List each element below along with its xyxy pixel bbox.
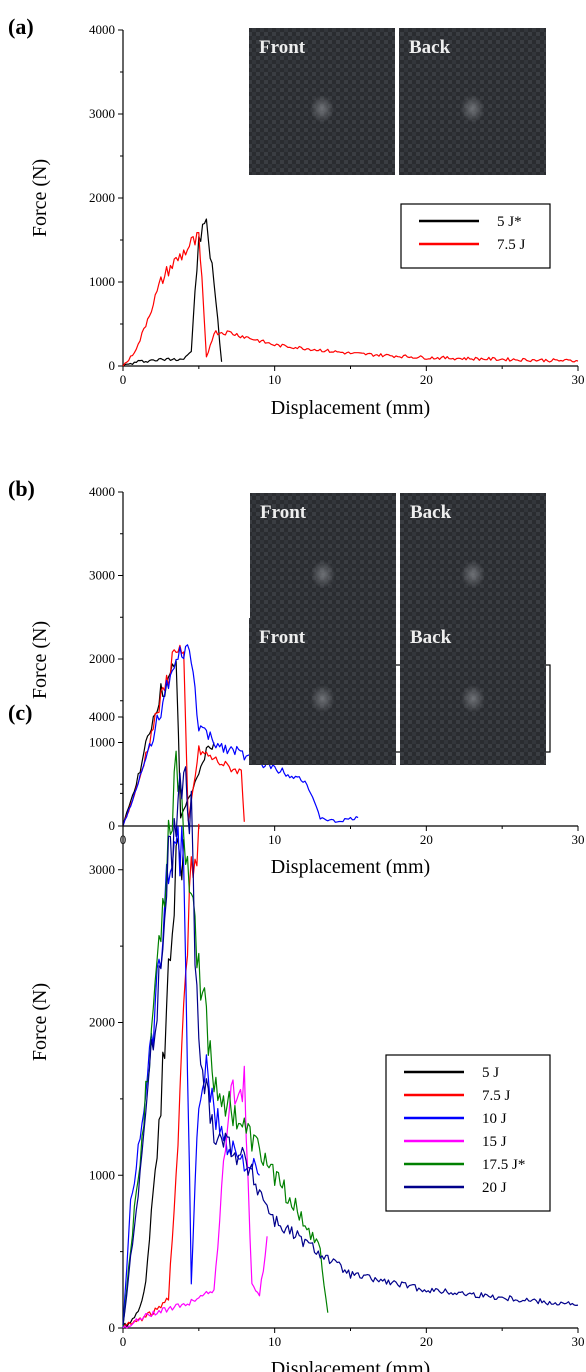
y-tick-label: 4000 (89, 22, 115, 37)
x-axis-title: Displacement (mm) (271, 397, 430, 419)
legend-label: 17.5 J* (482, 1157, 525, 1173)
y-tick-label: 3000 (89, 106, 115, 121)
series-line-4 (122, 1065, 268, 1329)
impact-damage-mark (310, 94, 334, 123)
y-tick-label: 1000 (89, 274, 115, 289)
y-tick-label: 0 (109, 1320, 116, 1335)
back-photo: Back (400, 493, 546, 641)
panel-label: (b) (8, 476, 35, 501)
series-line-6 (122, 766, 579, 1326)
x-tick-label: 30 (572, 372, 585, 387)
legend-box (400, 203, 551, 269)
series-line-1 (122, 218, 223, 367)
front-photo: Front (250, 493, 396, 641)
x-axis-title: Displacement (mm) (271, 1358, 430, 1372)
series-line-2 (122, 644, 245, 827)
back-label: Back (409, 37, 451, 58)
y-tick-label: 4000 (89, 484, 115, 499)
x-tick-label: 30 (572, 832, 585, 847)
legend-label: 5 J (482, 1065, 499, 1081)
front-label: Front (259, 37, 306, 58)
x-tick-label: 20 (420, 1334, 433, 1349)
panel-label: (a) (8, 14, 34, 39)
legend-label: 20 J (482, 1180, 507, 1196)
impact-damage-mark (461, 560, 485, 589)
x-tick-label: 10 (268, 1334, 281, 1349)
series-line-2 (122, 232, 579, 367)
legend-label: 7.5 J (482, 1088, 511, 1104)
series-line-3 (122, 644, 359, 827)
front-label: Front (259, 627, 306, 648)
x-axis-title: Displacement (mm) (271, 856, 430, 878)
front-label: Front (260, 502, 307, 523)
y-tick-label: 0 (109, 358, 116, 373)
legend: 5 J* 7.5 J (400, 203, 551, 269)
y-tick-label: 2000 (89, 190, 115, 205)
chart-panel-3: (c) 0 1000 2000 3000 4000 0 10 20 30 Displacement … (8, 618, 585, 1372)
y-tick-label: 4000 (89, 709, 115, 724)
legend-label: 10 J (482, 1111, 507, 1127)
y-axis-title: Force (N) (29, 621, 51, 699)
y-tick-label: 2000 (89, 651, 115, 666)
y-tick-label: 3000 (89, 862, 115, 877)
x-tick-label: 20 (420, 372, 433, 387)
impact-damage-mark (461, 684, 485, 713)
panel-label: (c) (8, 700, 32, 725)
front-photo: Front (249, 618, 396, 765)
back-photo: Back (399, 28, 546, 175)
y-tick-label: 0 (109, 818, 116, 833)
x-tick-label: 10 (268, 832, 281, 847)
x-tick-label: 20 (420, 832, 433, 847)
legend-label: 7.5 J (497, 237, 526, 253)
y-tick-label: 1000 (89, 1167, 115, 1182)
series-line-3 (122, 826, 260, 1329)
back-label: Back (410, 627, 452, 648)
legend-label: 15 J (482, 1134, 507, 1150)
y-axis-title: Force (N) (29, 159, 51, 237)
y-axis-title: Force (N) (29, 983, 51, 1061)
y-tick-label: 2000 (89, 1015, 115, 1030)
series-line-1 (122, 837, 185, 1328)
series-line-5 (122, 750, 329, 1327)
y-tick-label: 3000 (89, 568, 115, 583)
impact-damage-mark (310, 684, 335, 713)
x-tick-label: 0 (120, 372, 127, 387)
chart-panel-1: (a) 0 1000 2000 3000 4000 0 10 20 30 Displacement … (8, 14, 585, 419)
front-photo: Front (249, 28, 395, 175)
legend-label: 5 J* (497, 214, 522, 230)
impact-damage-mark (311, 560, 335, 589)
series-line-1 (122, 660, 215, 825)
back-photo: Back (400, 618, 546, 765)
back-label: Back (410, 502, 452, 523)
x-tick-label: 30 (572, 1334, 585, 1349)
impact-damage-mark (460, 94, 485, 123)
x-tick-label: 10 (268, 372, 281, 387)
y-tick-label: 1000 (89, 735, 115, 750)
legend: 5 J 7.5 J 10 J 15 J 17.5 J* 20 J (385, 1054, 551, 1212)
legend-box (385, 1054, 551, 1212)
x-tick-label: 0 (120, 1334, 127, 1349)
